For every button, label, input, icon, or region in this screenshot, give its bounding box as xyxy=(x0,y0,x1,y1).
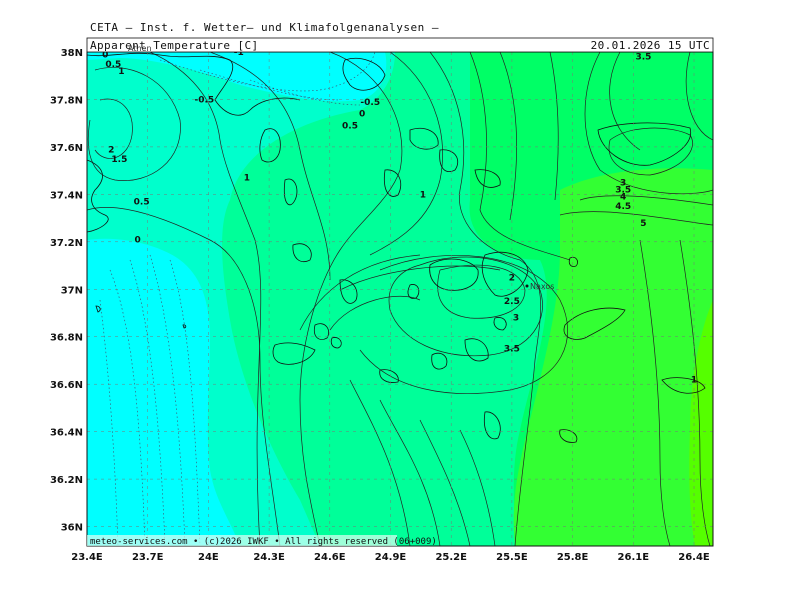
lon-tick-label: 25.2E xyxy=(435,552,467,563)
contour-label: 0.5 xyxy=(105,60,121,70)
city-label-naxos: Naxos xyxy=(530,282,554,291)
contour-labels: 00.51-1-0.5 -0.500.521.5110.503.533.544.5… xyxy=(102,48,697,385)
lon-tick-label: 24.6E xyxy=(314,552,346,563)
institute-title: CETA – Inst. f. Wetter– und Klimafolgena… xyxy=(90,21,440,34)
lat-tick-label: 37N xyxy=(61,285,83,296)
lat-tick-label: 37.4N xyxy=(50,190,83,201)
contour-label: 5 xyxy=(640,219,646,229)
lon-tick-label: 26.1E xyxy=(618,552,650,563)
contour-label: 2.5 xyxy=(504,297,520,307)
lon-tick-label: 24E xyxy=(198,552,219,563)
lon-tick-label: 24.3E xyxy=(253,552,285,563)
band-bright-east xyxy=(689,300,713,546)
footer-strip xyxy=(87,535,397,546)
lat-tick-label: 36.8N xyxy=(50,333,83,344)
lat-tick-label: 36.2N xyxy=(50,475,83,486)
contour-label: 0 xyxy=(359,110,365,120)
lon-tick-label: 25.8E xyxy=(557,552,589,563)
header-bar xyxy=(86,37,714,53)
contour-label: 4.5 xyxy=(615,202,631,212)
contour-label: 0.5 xyxy=(134,197,150,207)
lat-tick-label: 37.6N xyxy=(50,143,83,154)
lat-tick-label: 38N xyxy=(61,48,83,59)
contour-label: 4 xyxy=(620,193,626,203)
coastlines xyxy=(87,52,706,443)
contour-label: 3 xyxy=(620,178,626,188)
contour-label: 2 xyxy=(509,273,515,283)
lon-tick-label: 24.9E xyxy=(375,552,407,563)
contour-label: 0 xyxy=(102,50,108,60)
latitude-axis: 38N 37.8N 37.6N 37.4N 37.2N 37N 36.8N 36.6N 36.4… xyxy=(50,48,83,534)
lat-tick-label: 36N xyxy=(61,523,83,534)
lat-tick-label: 37.8N xyxy=(50,95,83,106)
valid-datetime: 20.01.2026 15 UTC xyxy=(591,39,710,52)
lon-tick-label: 23.4E xyxy=(71,552,103,563)
contour-label: -0.5 xyxy=(360,98,380,108)
place-label-athen: Athen xyxy=(128,44,152,53)
map-field: 00.51-1-0.5 -0.500.521.5110.503.533.544.5… xyxy=(87,48,713,546)
contour-label: 3.5 xyxy=(504,345,520,355)
contour-label: 3.5 xyxy=(615,186,631,196)
band-cyan-west xyxy=(87,238,240,546)
longitude-axis: 23.4E 23.7E 24E 24.3E 24.6E 24.9E 25.2E 25.5E 25… xyxy=(71,552,710,563)
contour-label: 1 xyxy=(118,67,124,77)
band-lime-east xyxy=(513,168,713,546)
contour-label: 0 xyxy=(134,235,140,245)
city-marker-naxos xyxy=(525,284,529,288)
copyright-footer: meteo-services.com • (c)2026 IWKF • All … xyxy=(90,537,437,547)
contour-label: -1 xyxy=(234,48,244,58)
graticule xyxy=(87,52,713,546)
contour-label: -0.5 xyxy=(195,95,215,105)
lat-tick-label: 37.2N xyxy=(50,238,83,249)
lon-tick-label: 26.4E xyxy=(678,552,710,563)
dotted-contours xyxy=(99,52,376,546)
contour-label: 1 xyxy=(244,174,250,184)
contour-label: 1 xyxy=(420,190,426,200)
variable-title: Apparent Temperature [C] xyxy=(90,39,259,52)
contour-label: 1 xyxy=(691,375,697,385)
contour-label: 1.5 xyxy=(111,155,127,165)
contour-label: 3.5 xyxy=(635,53,651,63)
band-cyan-north xyxy=(87,52,387,102)
lon-tick-label: 23.7E xyxy=(132,552,164,563)
contour-label: 0.5 xyxy=(342,122,358,132)
lat-tick-label: 36.6N xyxy=(50,380,83,391)
lat-tick-label: 36.4N xyxy=(50,428,83,439)
contour-label: 2 xyxy=(108,145,114,155)
contour-label: 3 xyxy=(513,314,519,324)
lon-tick-label: 25.5E xyxy=(496,552,528,563)
